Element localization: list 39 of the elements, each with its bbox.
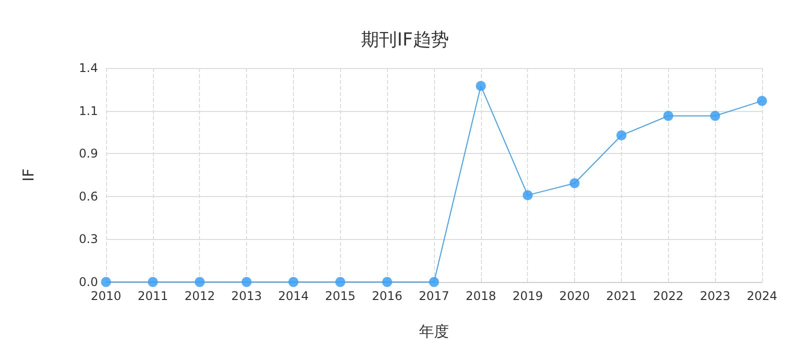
y-tick-label: 1.4: [78, 61, 98, 75]
x-tick-label: 2019: [512, 289, 543, 303]
y-tick-label: 0.3: [78, 232, 98, 246]
x-tick-label: 2010: [90, 289, 122, 303]
y-tick-label: 0.0: [78, 275, 98, 289]
x-tick-label: 2012: [184, 289, 215, 303]
x-tick-label: 2024: [746, 289, 778, 303]
x-tick-label: 2011: [138, 289, 168, 303]
point: [710, 110, 720, 121]
y-tick-label: 0.6: [78, 189, 98, 204]
x-tick-label: 2022: [653, 289, 684, 303]
x-tick-label: 2023: [700, 289, 730, 303]
point: [663, 110, 674, 121]
x-tick-label: 2016: [372, 289, 402, 303]
point: [570, 178, 580, 188]
x-axis-title: 年度: [419, 322, 449, 340]
point: [616, 130, 626, 140]
point: [522, 190, 533, 200]
point: [194, 277, 205, 287]
x-tick-label: 2014: [278, 289, 309, 303]
point: [101, 277, 111, 287]
x-tick-label: 2021: [606, 289, 637, 303]
point: [288, 277, 298, 287]
point: [429, 277, 439, 287]
point: [335, 277, 346, 287]
point: [242, 277, 252, 287]
x-tick-label: 2017: [418, 289, 450, 303]
point: [382, 277, 392, 287]
point: [476, 80, 486, 91]
x-tick-label: 2020: [559, 289, 590, 303]
x-tick-label: 2018: [466, 289, 496, 303]
x-tick-label: 2015: [325, 289, 356, 303]
y-axis-title: IF: [20, 168, 38, 182]
y-tick-label: 1.1: [78, 104, 98, 118]
point: [148, 277, 158, 287]
y-tick-label: 0.9: [78, 146, 98, 161]
x-tick-label: 2013: [231, 289, 262, 303]
point: [757, 96, 767, 106]
chart-title: 期刊IF趋势: [361, 30, 449, 50]
